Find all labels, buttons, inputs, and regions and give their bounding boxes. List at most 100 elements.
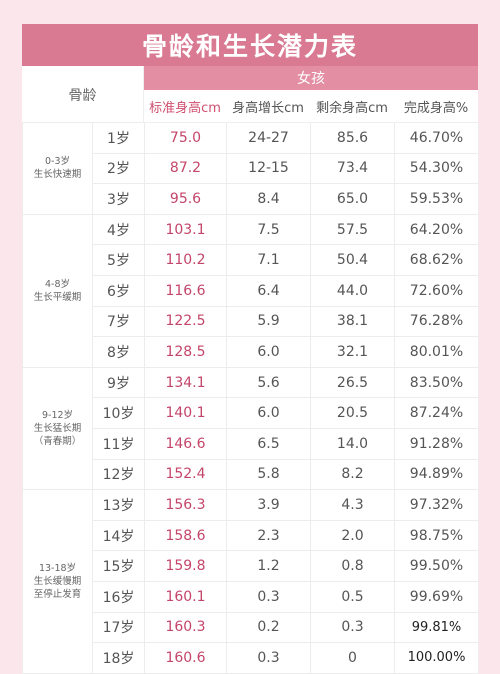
growth-table-card: 骨龄和生长潜力表 骨龄 女孩 标准身高cm 身高增长cm 剩余身高cm 完成身高… xyxy=(22,24,479,674)
table-row: 6岁 116.6 6.4 44.0 72.60% xyxy=(23,274,479,307)
height-growth-cell: 2.3 xyxy=(226,519,311,552)
standard-height-cell: 122.5 xyxy=(144,305,227,338)
table-row: 4-8岁 生长平缓期 4岁 103.1 7.5 57.5 64.20% xyxy=(22,213,479,368)
remaining-height-header: 剩余身高cm xyxy=(310,90,394,123)
height-growth-cell: 0.3 xyxy=(226,580,311,613)
completed-height-cell: 99.69% xyxy=(394,580,479,613)
table-row: 9-12岁 生长猛长期 （青春期） 9岁 134.1 5.6 26.5 83.50% xyxy=(22,366,479,491)
age-cell: 6岁 xyxy=(92,274,145,307)
standard-height-cell: 95.6 xyxy=(144,183,227,215)
height-growth-cell: 3.9 xyxy=(226,489,311,521)
standard-height-cell: 134.1 xyxy=(144,366,227,399)
age-group-label: 13-18岁 生长缓慢期 至停止发育 xyxy=(22,489,93,674)
age-column-header: 骨龄 xyxy=(22,66,144,123)
height-growth-cell: 5.6 xyxy=(226,366,311,399)
remaining-height-cell: 14.0 xyxy=(310,427,395,460)
remaining-height-cell: 65.0 xyxy=(310,183,395,215)
height-growth-cell: 6.0 xyxy=(226,397,311,429)
table-row: 2岁 87.2 12-15 73.4 54.30% xyxy=(23,152,479,185)
age-cell: 12岁 xyxy=(92,458,145,491)
standard-height-cell: 140.1 xyxy=(144,397,227,429)
growth-table: 0-3岁 生长快速期 1岁 75.0 24-27 85.6 46.70% 2岁 87.2 12-1… xyxy=(22,122,479,674)
age-cell: 1岁 xyxy=(92,122,145,154)
table-row: 0-3岁 生长快速期 1岁 75.0 24-27 85.6 46.70% xyxy=(22,122,479,215)
age-cell: 16岁 xyxy=(92,580,145,613)
completed-height-cell: 94.89% xyxy=(394,458,479,491)
completed-height-cell: 54.30% xyxy=(394,152,479,185)
table-row: 7岁 122.5 5.9 38.1 76.28% xyxy=(23,305,479,338)
remaining-height-cell: 8.2 xyxy=(310,458,395,491)
age-group-line: 生长猛长期 xyxy=(33,422,82,434)
table-row: 14岁 158.6 2.3 2.0 98.75% xyxy=(23,519,479,552)
remaining-height-cell: 0.5 xyxy=(310,580,395,613)
age-cell: 9岁 xyxy=(92,366,145,399)
completed-height-cell: 83.50% xyxy=(394,366,479,399)
age-group-label: 9-12岁 生长猛长期 （青春期） xyxy=(22,366,93,491)
age-cell: 17岁 xyxy=(92,611,145,644)
standard-height-cell: 160.6 xyxy=(144,642,227,674)
height-growth-cell: 8.4 xyxy=(226,183,311,215)
completed-height-cell: 64.20% xyxy=(394,213,479,246)
remaining-height-cell: 20.5 xyxy=(310,397,395,429)
age-group-line: 生长缓慢期 xyxy=(33,575,82,587)
standard-height-cell: 160.1 xyxy=(144,580,227,613)
height-growth-cell: 0.3 xyxy=(226,642,311,674)
table-row: 13-18岁 生长缓慢期 至停止发育 13岁 156.3 3.9 4.3 97.32% xyxy=(22,489,479,674)
table-row: 8岁 128.5 6.0 32.1 80.01% xyxy=(23,336,479,368)
age-group-line: 13-18岁 xyxy=(38,562,77,574)
completed-height-cell: 68.62% xyxy=(394,244,479,276)
table-header: 骨龄 女孩 标准身高cm 身高增长cm 剩余身高cm 完成身高% xyxy=(22,66,478,123)
completed-height-cell: 46.70% xyxy=(394,122,479,154)
completed-height-cell: 72.60% xyxy=(394,274,479,307)
completed-height-header: 完成身高% xyxy=(394,90,478,123)
age-cell: 14岁 xyxy=(92,519,145,552)
age-cell: 10岁 xyxy=(92,397,145,429)
gender-header: 女孩 xyxy=(144,66,478,90)
age-cell: 18岁 xyxy=(92,642,145,674)
completed-height-cell: 98.75% xyxy=(394,519,479,552)
age-group-line: 9-12岁 xyxy=(41,409,74,421)
age-group-line: 至停止发育 xyxy=(33,588,82,600)
age-group-line: 4-8岁 xyxy=(44,278,71,290)
height-growth-cell: 1.2 xyxy=(226,550,311,582)
remaining-height-cell: 0.3 xyxy=(310,611,395,644)
table-row: 5岁 110.2 7.1 50.4 68.62% xyxy=(23,244,479,276)
standard-height-cell: 103.1 xyxy=(144,213,227,246)
remaining-height-cell: 73.4 xyxy=(310,152,395,185)
standard-height-cell: 110.2 xyxy=(144,244,227,276)
completed-height-cell: 76.28% xyxy=(394,305,479,338)
completed-height-cell: 59.53% xyxy=(394,183,479,215)
height-growth-cell: 24-27 xyxy=(226,122,311,154)
standard-height-cell: 116.6 xyxy=(144,274,227,307)
completed-height-cell: 99.81% xyxy=(394,611,479,644)
standard-height-cell: 146.6 xyxy=(144,427,227,460)
height-growth-cell: 7.5 xyxy=(226,213,311,246)
age-cell: 8岁 xyxy=(92,336,145,368)
age-group-label: 4-8岁 生长平缓期 xyxy=(22,213,93,368)
age-group-line: 生长平缓期 xyxy=(33,291,82,303)
height-growth-cell: 12-15 xyxy=(226,152,311,185)
age-group-line: 0-3岁 xyxy=(44,156,71,168)
age-cell: 13岁 xyxy=(92,489,145,521)
age-cell: 4岁 xyxy=(92,213,145,246)
age-cell: 5岁 xyxy=(92,244,145,276)
page-title: 骨龄和生长潜力表 xyxy=(22,24,478,66)
age-cell: 11岁 xyxy=(92,427,145,460)
standard-height-cell: 152.4 xyxy=(144,458,227,491)
remaining-height-cell: 38.1 xyxy=(310,305,395,338)
standard-height-cell: 156.3 xyxy=(144,489,227,521)
table-row: 12岁 152.4 5.8 8.2 94.89% xyxy=(23,458,479,491)
remaining-height-cell: 57.5 xyxy=(310,213,395,246)
height-growth-header: 身高增长cm xyxy=(226,90,310,123)
age-cell: 7岁 xyxy=(92,305,145,338)
age-cell: 15岁 xyxy=(92,550,145,582)
remaining-height-cell: 0.8 xyxy=(310,550,395,582)
age-group-line: （青春期） xyxy=(33,435,82,447)
height-growth-cell: 6.4 xyxy=(226,274,311,307)
standard-height-cell: 87.2 xyxy=(144,152,227,185)
remaining-height-cell: 2.0 xyxy=(310,519,395,552)
remaining-height-cell: 85.6 xyxy=(310,122,395,154)
remaining-height-cell: 32.1 xyxy=(310,336,395,368)
completed-height-cell: 99.50% xyxy=(394,550,479,582)
standard-height-header: 标准身高cm xyxy=(144,90,226,123)
